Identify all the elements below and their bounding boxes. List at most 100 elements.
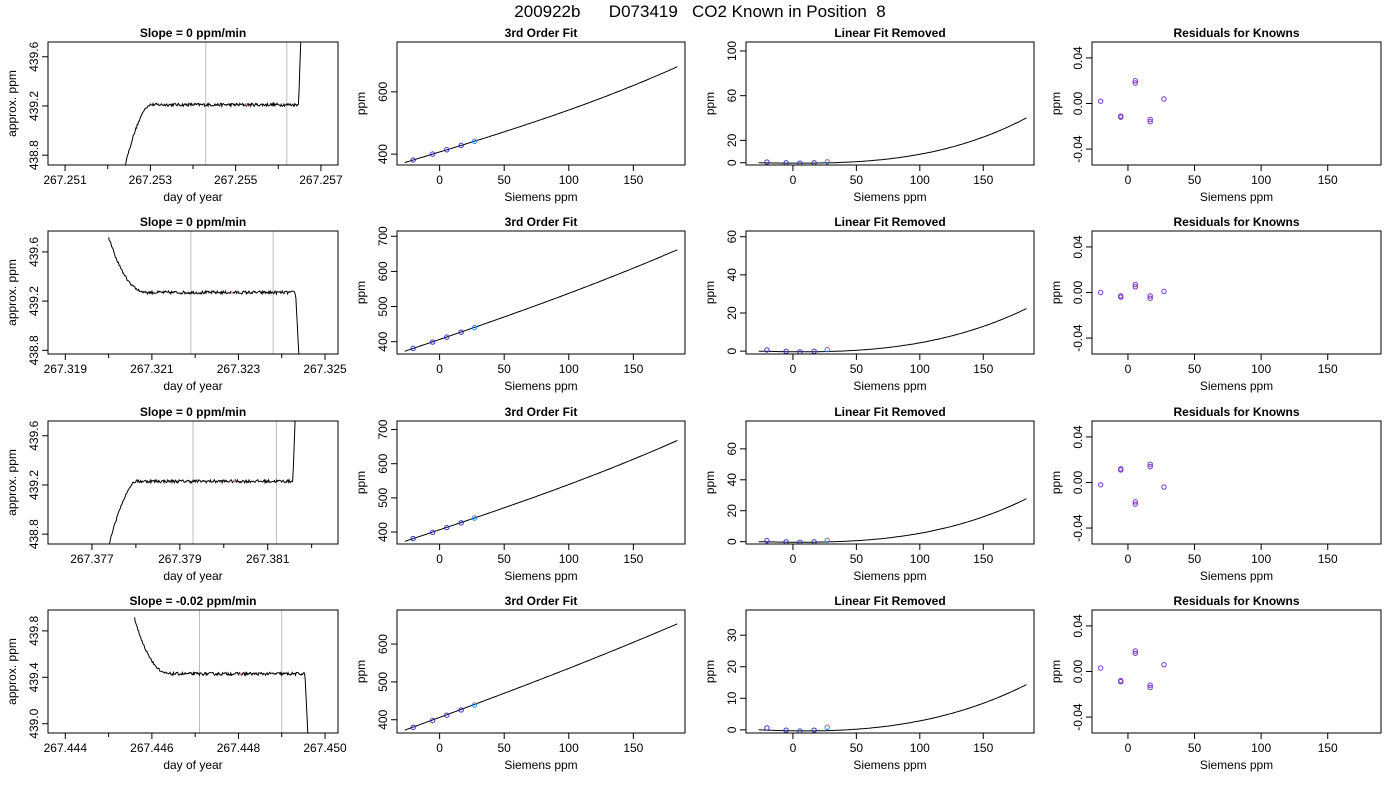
x-tick-label: 267.323: [217, 362, 261, 376]
fit-curve: [404, 440, 678, 542]
data-point: [1161, 484, 1167, 490]
y-tick-label: 439.8: [27, 616, 41, 646]
x-tick-label: 100: [559, 552, 579, 566]
data-point: [811, 160, 817, 165]
y-tick-label: 439.2: [27, 91, 41, 121]
plot-frame: [47, 41, 339, 166]
highlight-point: [230, 291, 233, 294]
panel-title: Linear Fit Removed: [834, 215, 945, 229]
data-point: [1118, 114, 1124, 120]
y-tick-label: 20: [725, 133, 739, 147]
x-tick-label: 0: [436, 173, 443, 187]
y-tick-label: 438.8: [27, 335, 41, 365]
x-tick-label: 150: [973, 173, 993, 187]
highlight-point: [474, 138, 477, 141]
y-tick-label: 400: [376, 144, 390, 164]
y-axis-label: ppm: [703, 281, 717, 304]
y-tick-label: -0.04: [1071, 514, 1085, 542]
plot-area: [404, 249, 678, 352]
data-point: [471, 138, 478, 145]
plot-area: [404, 623, 678, 731]
panel-title: Residuals for Knowns: [1173, 26, 1299, 40]
data-point: [458, 707, 464, 713]
highlight-point: [239, 672, 242, 675]
data-point: [797, 728, 803, 733]
data-point: [1132, 501, 1138, 507]
plot-area: [1097, 78, 1167, 125]
x-axis-label: Siemens ppm: [1200, 190, 1273, 204]
y-axis-label: approx. ppm: [5, 449, 19, 516]
y-axis-label: ppm: [1049, 92, 1063, 115]
y-tick-label: 439.2: [27, 286, 41, 316]
y-axis-label: ppm: [703, 92, 717, 115]
plot-area: [404, 440, 678, 542]
data-point: [1097, 289, 1104, 296]
y-axis-label: ppm: [354, 92, 368, 115]
x-tick-label: 150: [623, 741, 643, 755]
plot-frame: [745, 230, 1035, 355]
panel-title: 3rd Order Fit: [505, 405, 578, 419]
y-tick-label: 100: [725, 41, 739, 61]
panel-fit-row-3: 3rd Order Fit 0 50 100 150 400 500 600 700 Siemen…: [354, 405, 686, 583]
x-tick-label: 0: [1125, 741, 1132, 755]
fit-curve: [758, 308, 1027, 353]
x-tick-label: 100: [910, 173, 930, 187]
time-series-trace: [108, 237, 300, 354]
y-tick-label: 400: [376, 522, 390, 542]
y-tick-label: 40: [725, 473, 739, 487]
data-point: [1147, 116, 1153, 123]
x-tick-label: 50: [498, 741, 512, 755]
data-point: [1097, 98, 1104, 104]
data-point: [1147, 295, 1153, 301]
data-point: [783, 539, 789, 544]
x-tick-label: 150: [623, 362, 643, 376]
x-tick-label: 50: [850, 173, 864, 187]
y-tick-label: -0.04: [1071, 324, 1085, 352]
x-axis-label: Siemens ppm: [853, 758, 926, 772]
y-tick-label: 439.4: [27, 662, 41, 692]
fit-curve: [404, 66, 678, 164]
panel-linear-removed-row-2: Linear Fit Removed 0 50 100 150 0 20 40 60 Siemen…: [703, 215, 1035, 393]
panel-time-series-row-4: Slope = -0.02 ppm/min 267.444 267.446 267.4…: [5, 594, 347, 772]
panel-title: 3rd Order Fit: [505, 26, 578, 40]
data-point: [1161, 661, 1167, 668]
y-tick-label: 400: [376, 709, 390, 729]
data-point: [1147, 119, 1153, 125]
x-axis-label: Siemens ppm: [853, 379, 926, 393]
panel-title: Slope = 0 ppm/min: [140, 215, 246, 229]
highlight-point: [245, 103, 248, 106]
data-point: [1147, 461, 1153, 467]
x-axis-label: day of year: [163, 758, 222, 772]
plot-area: [404, 66, 678, 164]
panel-fit-row-1: 3rd Order Fit 0 50 100 150 400 600 Siemens ppm p…: [354, 26, 686, 204]
y-tick-label: 600: [376, 634, 390, 654]
plot-area: [1097, 461, 1167, 507]
data-point: [429, 529, 436, 536]
x-tick-label: 267.450: [303, 741, 347, 755]
data-point: [811, 727, 817, 733]
y-tick-label: 0: [725, 538, 739, 545]
fit-curve: [758, 684, 1027, 732]
fit-curve: [758, 498, 1027, 543]
panel-time-series-row-3: Slope = 0 ppm/min 267.377 267.379 267.381 43…: [5, 405, 339, 583]
y-axis-label: ppm: [703, 660, 717, 683]
plot-area: [1097, 648, 1167, 691]
plot-frame: [396, 420, 686, 545]
y-axis-label: ppm: [1049, 281, 1063, 304]
highlight-point: [827, 346, 830, 349]
data-point: [1097, 482, 1104, 488]
plot-frame: [47, 420, 339, 545]
y-axis-label: ppm: [1049, 471, 1063, 494]
x-tick-label: 0: [436, 362, 443, 376]
y-tick-label: 600: [376, 453, 390, 473]
y-axis-label: approx. ppm: [5, 70, 19, 137]
y-tick-label: 20: [725, 504, 739, 518]
x-tick-label: 267.377: [70, 552, 114, 566]
x-tick-label: 267.325: [303, 362, 347, 376]
y-tick-label: 20: [725, 660, 739, 674]
panel-title: Linear Fit Removed: [834, 594, 945, 608]
y-axis-label: ppm: [354, 281, 368, 304]
data-point: [1147, 463, 1153, 470]
data-point: [1118, 679, 1124, 685]
